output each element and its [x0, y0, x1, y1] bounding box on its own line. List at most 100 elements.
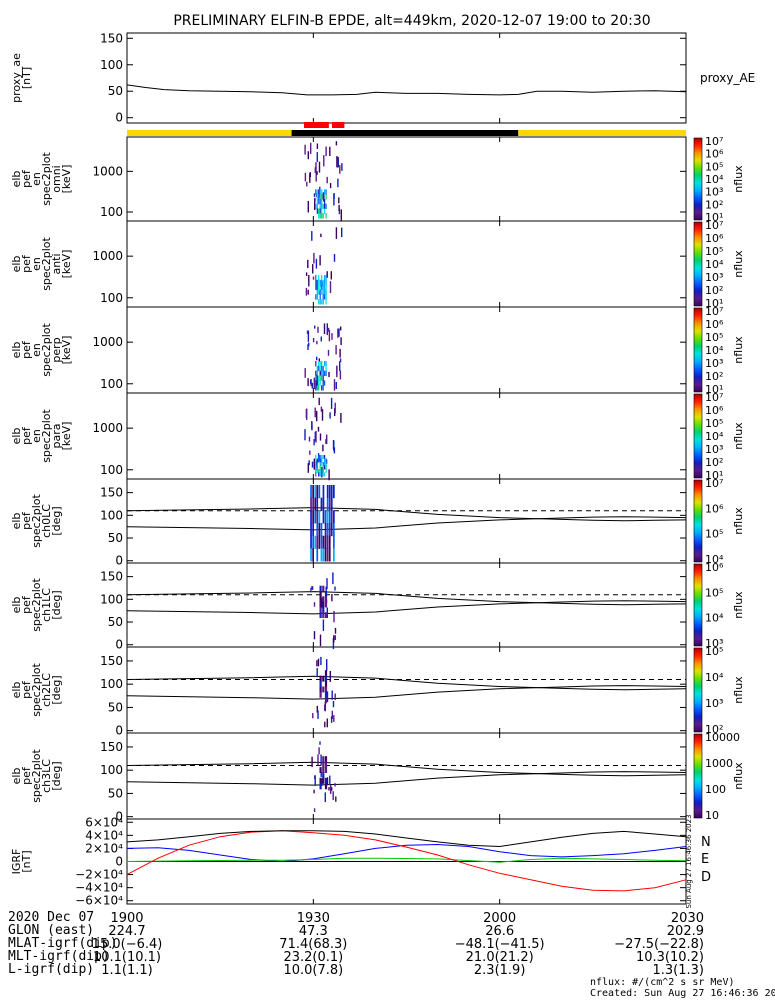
spectrogram-pixel [319, 675, 322, 682]
y-axis-label-line: elb [10, 513, 23, 530]
spectrogram-pixel [326, 510, 329, 524]
colorbar-fill [693, 221, 703, 307]
ephemeris-label-2: MLAT-igrf(dip) [8, 936, 118, 951]
colorbar-fill [693, 137, 703, 221]
colorbar-tick-label: 10⁷ [705, 135, 723, 148]
spectrogram-pixel [318, 361, 320, 367]
y-axis-label-line: pef [20, 169, 33, 188]
spectrogram-pixel [322, 767, 325, 773]
spectrogram-pixel [333, 611, 335, 623]
spectrogram-pixel [314, 510, 317, 524]
loss-cone-line [126, 600, 687, 615]
colorbar [693, 479, 703, 563]
ephemeris-value: 2030 [671, 911, 704, 926]
spectrogram-pixel [312, 276, 315, 280]
spectrogram-pixel [319, 596, 322, 603]
spectrogram-pixel [319, 634, 322, 647]
y-axis-label-line: perp [50, 337, 63, 362]
y-tick-label: 0 [115, 855, 123, 869]
spectrogram-pixel [322, 370, 324, 376]
spectrogram-pixel [317, 754, 319, 766]
y-tick-label: 50 [108, 531, 123, 545]
ephemeris-value: 2.3(1.9) [474, 963, 526, 978]
igrf-series-E [126, 857, 687, 863]
colorbar-tick-label: 10⁴ [705, 258, 724, 271]
spectrogram-pixel [320, 535, 323, 549]
y-axis-label-line: elb [10, 171, 23, 188]
colorbar-tick-label: 10⁵ [705, 245, 723, 258]
spectrogram-pixel [338, 328, 340, 337]
spectrogram-pixel [331, 787, 333, 791]
spectrogram-pixel [315, 279, 317, 286]
panel-para [126, 392, 687, 480]
spectrogram-pixel [315, 203, 317, 209]
spectrogram-pixel [306, 408, 308, 420]
igrf-series-total [126, 830, 687, 848]
spectrogram-pixel [321, 289, 323, 295]
y-tick-label: 100 [100, 677, 123, 691]
colorbar-label: nflux [732, 336, 745, 364]
spectrogram-pixel [317, 426, 320, 432]
spectrogram-pixel [316, 203, 318, 209]
ephemeris-value: 1.1(1.1) [101, 963, 153, 978]
spectrogram-pixel [322, 548, 325, 562]
spectrogram-pixel [319, 606, 322, 613]
spectrogram-pixel [333, 635, 335, 643]
spectrogram-pixel [324, 596, 328, 603]
spectrogram-pixel [322, 686, 325, 693]
spectrogram-pixel [318, 289, 320, 295]
spectrogram-pixel [322, 279, 324, 286]
colorbar-tick-label: 10³ [705, 186, 723, 199]
panel-perp [126, 306, 687, 394]
spectrogram-pixel [305, 272, 308, 276]
spectrogram-pixel [320, 336, 322, 342]
colorbar-tick-label: 10⁵ [705, 645, 723, 658]
ephemeris-value: 21.0(21.2) [466, 950, 534, 965]
y-tick-label: 50 [108, 700, 123, 714]
colorbar-fill [693, 307, 703, 393]
spectrogram-pixel [322, 194, 324, 200]
colorbar-tick-label: 10⁴ [705, 553, 724, 566]
spectrogram-pixel [315, 458, 317, 463]
y-tick-label: 0 [115, 810, 123, 824]
spectrogram-pixel [314, 775, 316, 786]
ephemeris-value: 2000 [483, 911, 516, 926]
orbit-bar [127, 122, 686, 136]
spectrogram-pixel [318, 397, 320, 406]
colorbar-tick-label: 10000 [705, 731, 740, 744]
spectrogram-pixel [333, 440, 335, 451]
y-tick-label: −4×10⁴ [75, 881, 123, 895]
y-tick-label: 100 [100, 763, 123, 777]
spectrogram-pixel [316, 410, 318, 422]
spectrogram-pixel [319, 289, 321, 295]
spectrogram-pixel [341, 227, 343, 238]
spectrogram-pixel [315, 375, 317, 381]
y-axis-label-line: spec2plot [30, 578, 43, 632]
colorbar-tick-label: 10² [705, 723, 723, 736]
orbit-bar-segment [518, 130, 686, 136]
spectrogram-pixel [322, 294, 324, 300]
ephemeris-value: 47.3 [299, 924, 328, 939]
ephemeris-value: 10.0(7.8) [283, 963, 343, 978]
y-axis-label-line: spec2plot [30, 494, 43, 548]
spectrogram-pixel [324, 361, 326, 367]
spectrogram-pixel [325, 361, 327, 367]
spectrogram-pixel [326, 691, 329, 702]
spectrogram-pixel [324, 691, 328, 698]
spectrogram-pixel [320, 523, 323, 537]
spectrogram-pixel [323, 323, 326, 334]
y-axis-label-line: spec2plot [30, 663, 43, 717]
spectrogram-pixel [319, 294, 321, 300]
spectrogram-pixel [322, 299, 324, 305]
colorbar-tick-label: 10⁵ [705, 528, 723, 541]
spectrogram-pixel [333, 254, 336, 262]
spectrogram-pixel [316, 365, 318, 372]
spectrogram-pixel [315, 275, 317, 281]
spectrogram-pixel [318, 358, 320, 362]
spectrogram-pixel [325, 370, 327, 376]
spectrogram-pixel [316, 340, 318, 345]
y-tick-label: 100 [100, 291, 123, 305]
spectrogram-pixel [307, 289, 309, 295]
colorbar-label: nflux [732, 250, 745, 278]
y-axis-label-line: [nT] [20, 67, 33, 89]
